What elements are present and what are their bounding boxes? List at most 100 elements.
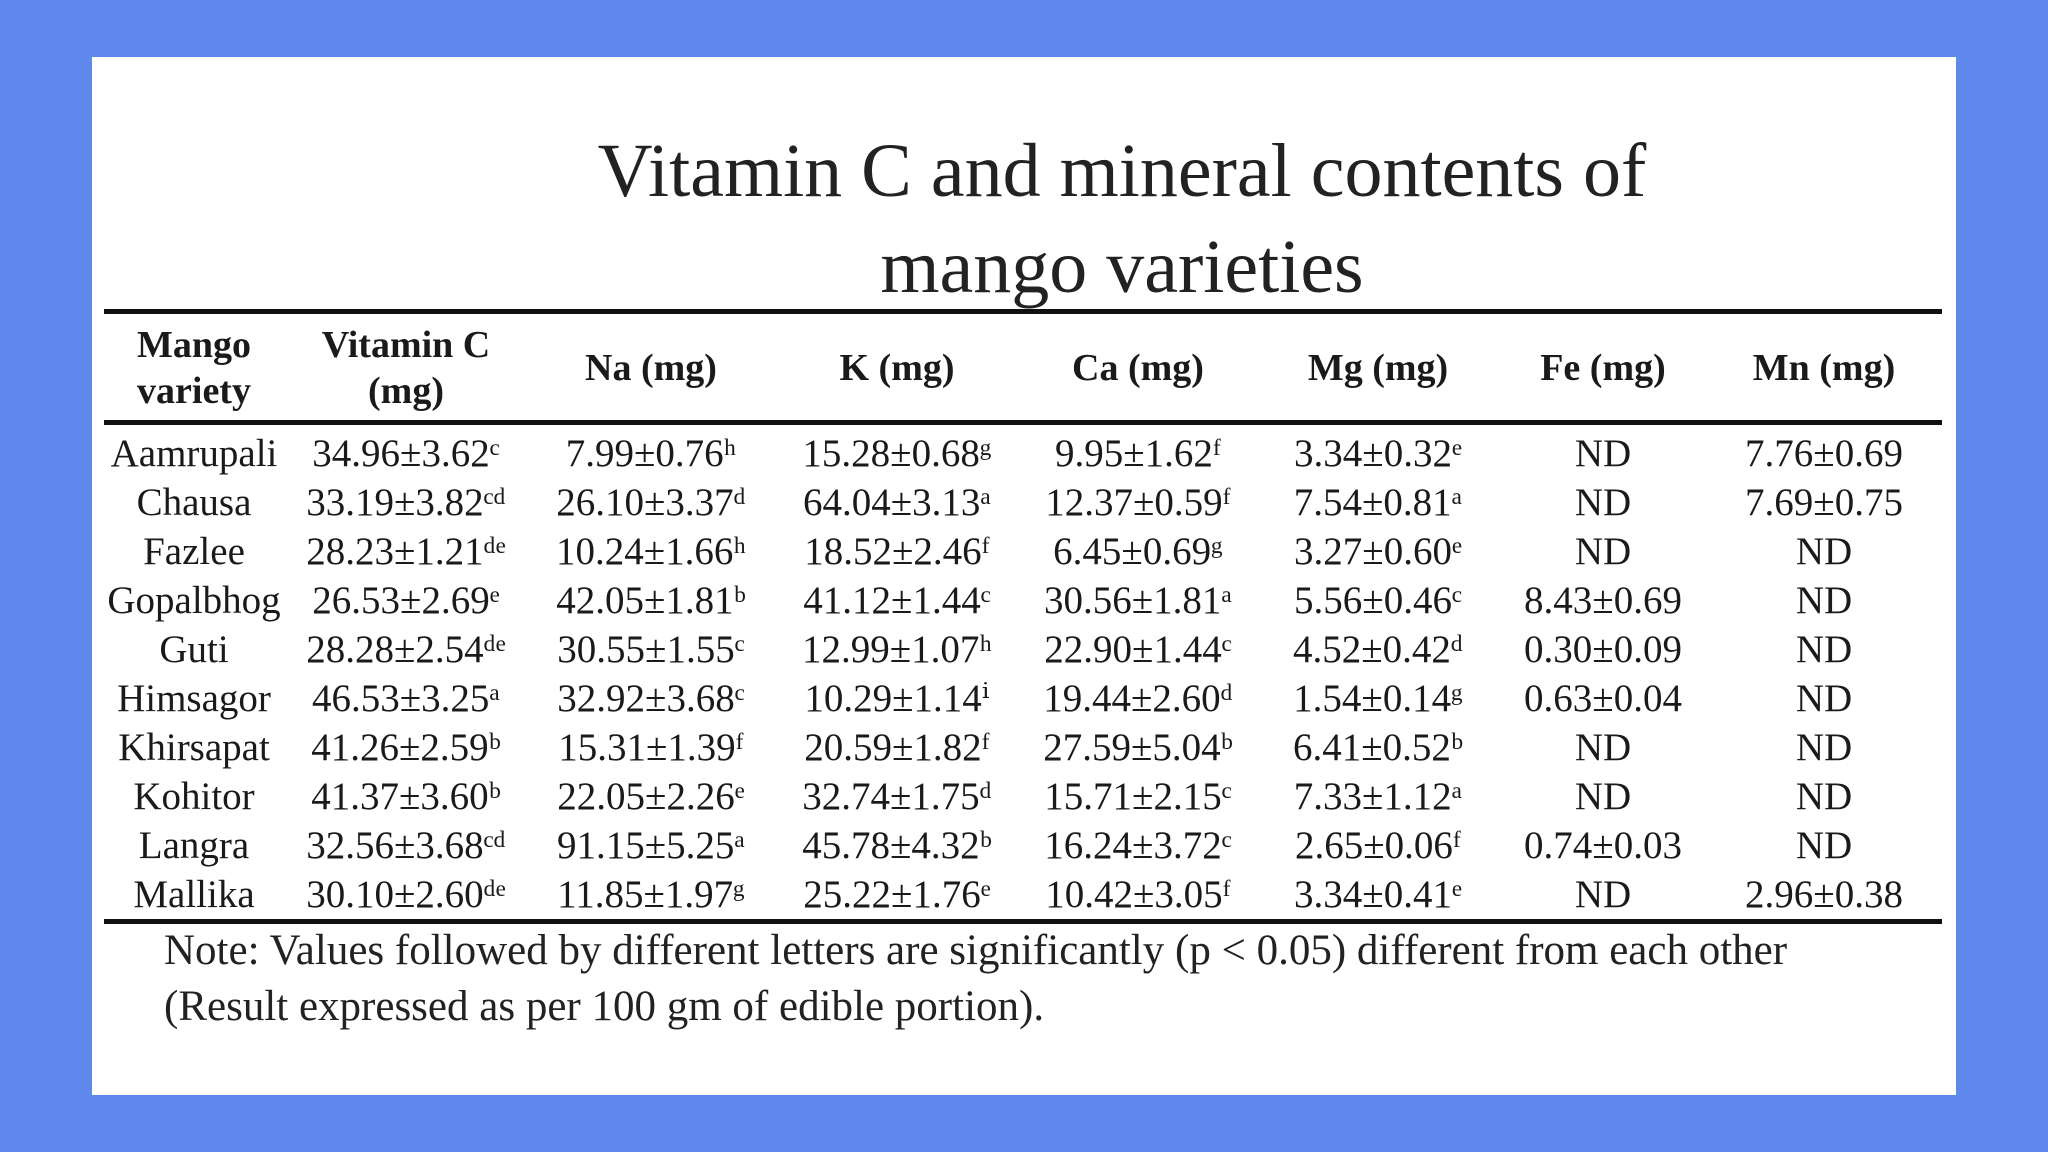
- column-header: Vitamin C (mg): [284, 309, 528, 425]
- value-cell: ND: [1574, 481, 1632, 524]
- variety-cell: Mallika: [104, 870, 284, 924]
- table-row: Aamrupali 34.96±3.62ᶜ 7.99±0.76ʰ 15.28±0.68…: [104, 423, 1942, 479]
- value-cell: ND: [1500, 870, 1706, 924]
- value-cell: 3.27±0.60ᵉ: [1294, 530, 1462, 573]
- value-cell: 8.43±0.69: [1524, 579, 1682, 622]
- value-cell: ND: [1574, 530, 1632, 573]
- table-header-row: Mango variety Vitamin C (mg) Na (mg) K (…: [104, 309, 1942, 425]
- value-cell: 5.56±0.46ᶜ: [1294, 579, 1462, 622]
- value-cell: 7.54±0.81ᵃ: [1293, 481, 1463, 524]
- value-cell: 10.24±1.66ʰ: [556, 530, 746, 573]
- value-cell: ND: [1795, 530, 1853, 573]
- value-cell: 6.41±0.52ᵇ: [1293, 726, 1463, 769]
- value-cell: 22.90±1.44ᶜ: [1044, 628, 1232, 671]
- value-cell: 32.74±1.75ᵈ: [802, 775, 992, 818]
- table-row: Guti 28.28±2.54ᵈᵉ 30.55±1.55ᶜ 12.99±1.07ʰ 22…: [104, 625, 1942, 674]
- value-cell: 30.55±1.55ᶜ: [557, 628, 745, 671]
- value-cell: 41.26±2.59ᵇ: [311, 726, 501, 769]
- value-cell: 1.54±0.14ᵍ: [1293, 677, 1463, 720]
- value-cell: ND: [1795, 775, 1853, 818]
- value-cell: 7.99±0.76ʰ: [565, 432, 737, 475]
- value-cell: 4.52±0.42ᵈ: [1292, 628, 1464, 671]
- value-cell: 0.30±0.09: [1524, 628, 1682, 671]
- value-cell: 7.33±1.12ᵃ: [1293, 775, 1463, 818]
- variety-cell: Guti: [159, 628, 229, 671]
- value-cell: 22.05±2.26ᵉ: [557, 775, 745, 818]
- value-cell: 16.24±3.72ᶜ: [1044, 824, 1232, 867]
- value-cell: 27.59±5.04ᵇ: [1043, 726, 1233, 769]
- variety-cell: Aamrupali: [110, 432, 278, 475]
- column-header: Fe (mg): [1500, 309, 1706, 425]
- value-cell: 34.96±3.62ᶜ: [312, 432, 500, 475]
- value-cell: 7.76±0.69: [1745, 432, 1903, 475]
- value-cell: 25.22±1.76ᵉ: [774, 870, 1020, 924]
- value-cell: 41.12±1.44ᶜ: [803, 579, 991, 622]
- value-cell: 12.99±1.07ʰ: [802, 628, 992, 671]
- value-cell: 15.31±1.39ᶠ: [558, 726, 744, 769]
- value-cell: 26.53±2.69ᵉ: [312, 579, 500, 622]
- value-cell: 32.56±3.68ᶜᵈ: [306, 824, 506, 867]
- value-cell: 7.69±0.75: [1745, 481, 1903, 524]
- table-row: Kohitor 41.37±3.60ᵇ 22.05±2.26ᵉ 32.74±1.75ᵈ…: [104, 772, 1942, 821]
- value-cell: ND: [1574, 726, 1632, 769]
- table-row: Fazlee 28.23±1.21ᵈᵉ 10.24±1.66ʰ 18.52±2.46ᶠ…: [104, 527, 1942, 576]
- value-cell: 11.85±1.97ᵍ: [528, 870, 774, 924]
- table-row: Mallika 30.10±2.60ᵈᵉ 11.85±1.97ᵍ 25.22±1.76…: [104, 870, 1942, 924]
- value-cell: 0.74±0.03: [1524, 824, 1682, 867]
- value-cell: 46.53±3.25ᵃ: [311, 677, 501, 720]
- value-cell: 15.28±0.68ᵍ: [802, 432, 992, 475]
- value-cell: 33.19±3.82ᶜᵈ: [306, 481, 506, 524]
- value-cell: 2.96±0.38: [1706, 870, 1942, 924]
- variety-cell: Himsagor: [117, 677, 271, 720]
- value-cell: 45.78±4.32ᵇ: [802, 824, 992, 867]
- value-cell: 30.56±1.81ᵃ: [1043, 579, 1233, 622]
- value-cell: ND: [1795, 824, 1853, 867]
- value-cell: ND: [1574, 432, 1632, 475]
- column-header: Mango variety: [104, 309, 284, 425]
- variety-cell: Gopalbhog: [107, 579, 281, 622]
- column-header: Mg (mg): [1256, 309, 1500, 425]
- note-line: Note: Values followed by different lette…: [164, 927, 1788, 974]
- value-cell: 32.92±3.68ᶜ: [557, 677, 745, 720]
- value-cell: 28.28±2.54ᵈᵉ: [306, 628, 506, 671]
- table-row: Gopalbhog 26.53±2.69ᵉ 42.05±1.81ᵇ 41.12±1.4…: [104, 576, 1942, 625]
- table-row: Chausa 33.19±3.82ᶜᵈ 26.10±3.37ᵈ 64.04±3.13ᵃ…: [104, 478, 1942, 527]
- variety-cell: Khirsapat: [118, 726, 270, 769]
- value-cell: ND: [1795, 726, 1853, 769]
- value-cell: ND: [1795, 677, 1853, 720]
- column-header: Ca (mg): [1020, 309, 1256, 425]
- value-cell: 3.34±0.32ᵉ: [1294, 432, 1462, 475]
- variety-cell: Chausa: [136, 481, 252, 524]
- slide-title: Vitamin C and mineral contents of mango …: [597, 129, 1647, 309]
- value-cell: ND: [1574, 775, 1632, 818]
- value-cell: 12.37±0.59ᶠ: [1045, 481, 1231, 524]
- variety-cell: Kohitor: [133, 775, 255, 818]
- column-header: K (mg): [774, 309, 1020, 425]
- value-cell: 19.44±2.60ᵈ: [1043, 677, 1233, 720]
- variety-cell: Fazlee: [143, 530, 245, 573]
- value-cell: 10.29±1.14ⁱ: [804, 677, 990, 720]
- value-cell: 91.15±5.25ᵃ: [556, 824, 746, 867]
- value-cell: 42.05±1.81ᵇ: [556, 579, 746, 622]
- value-cell: 26.10±3.37ᵈ: [556, 481, 746, 524]
- value-cell: 9.95±1.62ᶠ: [1054, 432, 1222, 475]
- value-cell: 30.10±2.60ᵈᵉ: [284, 870, 528, 924]
- value-cell: 2.65±0.06ᶠ: [1294, 824, 1462, 867]
- variety-cell: Langra: [138, 824, 250, 867]
- value-cell: 6.45±0.69ᵍ: [1053, 530, 1223, 573]
- value-cell: 18.52±2.46ᶠ: [804, 530, 990, 573]
- value-cell: 3.34±0.41ᵉ: [1256, 870, 1500, 924]
- note-line: (Result expressed as per 100 gm of edibl…: [164, 983, 1045, 1030]
- column-header: Na (mg): [528, 309, 774, 425]
- value-cell: 64.04±3.13ᵃ: [802, 481, 992, 524]
- value-cell: 0.63±0.04: [1524, 677, 1682, 720]
- table-row: Langra 32.56±3.68ᶜᵈ 91.15±5.25ᵃ 45.78±4.32ᵇ…: [104, 821, 1942, 870]
- table-note: Note: Values followed by different lette…: [164, 923, 1954, 1035]
- table-row: Khirsapat 41.26±2.59ᵇ 15.31±1.39ᶠ 20.59±1.8…: [104, 723, 1942, 772]
- value-cell: ND: [1795, 579, 1853, 622]
- table-row: Himsagor 46.53±3.25ᵃ 32.92±3.68ᶜ 10.29±1.14…: [104, 674, 1942, 723]
- value-cell: 28.23±1.21ᵈᵉ: [306, 530, 506, 573]
- value-cell: 10.42±3.05ᶠ: [1020, 870, 1256, 924]
- value-cell: 15.71±2.15ᶜ: [1044, 775, 1232, 818]
- mineral-table: Mango variety Vitamin C (mg) Na (mg) K (…: [104, 309, 1942, 924]
